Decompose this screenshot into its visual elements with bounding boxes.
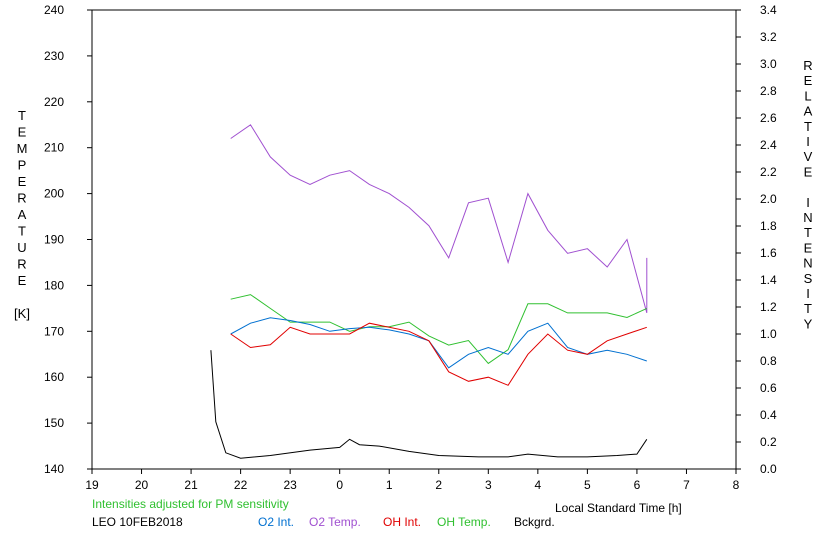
y-label-right-char: L (804, 88, 811, 103)
series-o2int-line (230, 317, 647, 369)
x-tick-label: 6 (634, 478, 641, 492)
y-label-left-char: A (18, 207, 27, 222)
series-o2temp-line (230, 124, 648, 314)
y-tick-label-right: 1.2 (760, 300, 777, 314)
y-axis-right: 0.0 0.2 0.4 0.6 0.8 1.0 1.2 1.4 1.6 1.8 2.0 2.2 2.4 2… (736, 3, 777, 476)
series-ohint-line (230, 322, 647, 386)
y-label-right-char: Y (804, 316, 813, 331)
legend-item: OH Int. (383, 515, 421, 529)
series-bckgrd-line (210, 350, 648, 459)
x-tick-label: 7 (683, 478, 690, 492)
y-tick-label-left: 200 (44, 187, 64, 201)
y-tick-label-right: 3.0 (760, 57, 777, 71)
y-label-right-char: I (806, 195, 810, 210)
y-tick-label-right: 1.8 (760, 219, 777, 233)
y-tick-label-left: 140 (44, 462, 64, 476)
y-tick-label-right: 0.2 (760, 435, 777, 449)
y-tick-label-right: 3.4 (760, 3, 777, 17)
legend: O2 Int. O2 Temp. OH Int. OH Temp. Bckgrd. (258, 515, 555, 529)
y-tick-label-left: 210 (44, 141, 64, 155)
y-tick-label-left: 170 (44, 324, 64, 338)
y-label-left-char: T (18, 108, 26, 123)
y-tick-label-right: 2.2 (760, 165, 777, 179)
y-label-right-char: A (804, 104, 813, 119)
x-tick-label: 23 (283, 478, 297, 492)
y-tick-label-right: 3.2 (760, 30, 777, 44)
y-tick-label-left: 240 (44, 3, 64, 17)
x-tick-label: 21 (184, 478, 198, 492)
x-tick-label: 8 (733, 478, 740, 492)
y-tick-label-left: 230 (44, 49, 64, 63)
x-axis: 19 20 21 22 23 0 1 2 3 4 5 6 7 8 (85, 469, 740, 492)
y-label-left-char: P (18, 158, 27, 173)
y-label-right-char: E (804, 240, 813, 255)
y-label-right-char: I (806, 134, 810, 149)
y-label-left-char: E (18, 273, 27, 288)
y-label-right-char: T (804, 301, 812, 316)
y-label-right-char: N (803, 256, 812, 271)
x-tick-label: 20 (135, 478, 149, 492)
y-tick-label-left: 150 (44, 416, 64, 430)
y-label-right-char: S (804, 271, 813, 286)
x-axis-label: Local Standard Time [h] (555, 501, 682, 515)
station-label: LEO 10FEB2018 (92, 515, 183, 529)
x-tick-label: 3 (485, 478, 492, 492)
y-tick-label-right: 2.6 (760, 111, 777, 125)
y-label-left-char: R (17, 191, 26, 206)
y-axis-left: 140 150 160 170 180 190 200 210 220 230 240 (44, 3, 92, 476)
y-label-left-char: [K] (14, 306, 30, 321)
x-tick-label: 22 (234, 478, 248, 492)
x-tick-label: 2 (435, 478, 442, 492)
y-tick-label-left: 180 (44, 278, 64, 292)
x-tick-label: 0 (336, 478, 343, 492)
y-label-right-char: T (804, 225, 812, 240)
y-tick-label-right: 1.0 (760, 327, 777, 341)
y-tick-label-left: 220 (44, 95, 64, 109)
legend-item: O2 Temp. (309, 515, 361, 529)
y-label-right-char: T (804, 119, 812, 134)
y-label-left-char: E (18, 174, 27, 189)
y-tick-label-right: 2.0 (760, 192, 777, 206)
y-label-left-char: T (18, 224, 26, 239)
y-label-left-char: M (17, 141, 28, 156)
plot-frame (91, 9, 737, 470)
y-tick-label-right: 0.4 (760, 408, 777, 422)
y-label-left-char: E (18, 125, 27, 140)
y-tick-label-right: 2.8 (760, 84, 777, 98)
y-tick-label-right: 1.4 (760, 273, 777, 287)
y-label-right-char: N (803, 210, 812, 225)
note-text: Intensities adjusted for PM sensitivity (92, 497, 289, 511)
x-tick-label: 4 (535, 478, 542, 492)
x-tick-label: 5 (584, 478, 591, 492)
y-tick-label-right: 2.4 (760, 138, 777, 152)
y-label-right-char: E (804, 164, 813, 179)
y-tick-label-right: 1.6 (760, 246, 777, 260)
y-label-right-char: R (803, 58, 812, 73)
y-label-right-char: V (804, 149, 813, 164)
y-tick-label-right: 0.8 (760, 354, 777, 368)
y-tick-label-right: 0.6 (760, 381, 777, 395)
x-tick-label: 1 (386, 478, 393, 492)
y-label-right-char: E (804, 73, 813, 88)
y-label-left-char: R (17, 257, 26, 272)
legend-item: OH Temp. (437, 515, 491, 529)
y-tick-label-left: 160 (44, 370, 64, 384)
legend-item: O2 Int. (258, 515, 294, 529)
legend-item: Bckgrd. (514, 515, 555, 529)
y-label-left-char: U (17, 240, 26, 255)
y-label-right-char: I (806, 286, 810, 301)
y-tick-label-right: 0.0 (760, 462, 777, 476)
x-tick-label: 19 (85, 478, 99, 492)
y-tick-label-left: 190 (44, 233, 64, 247)
series-group (210, 124, 648, 459)
